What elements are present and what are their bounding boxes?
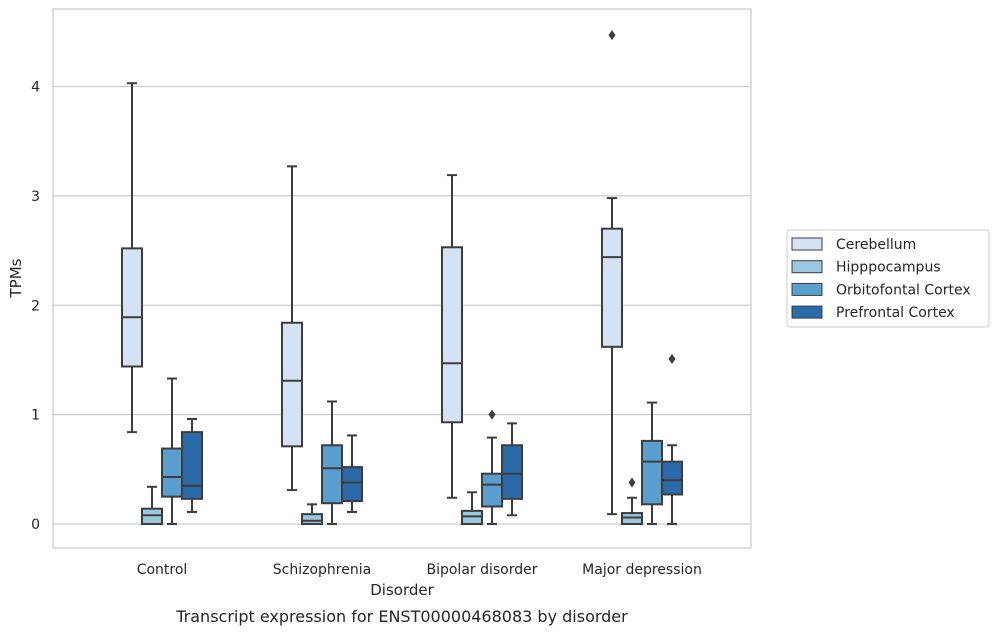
- box-hipppocampus: [621, 477, 643, 525]
- legend-swatch: [791, 237, 823, 251]
- box-iqr: [121, 247, 143, 368]
- x-tick-labels: Control Schizophrenia Bipolar disorder Majo…: [137, 562, 702, 578]
- x-axis-label: Disorder: [370, 581, 434, 599]
- x-tick-label: Control: [137, 562, 188, 578]
- chart-title: Transcript expression for ENST0000046808…: [175, 607, 628, 626]
- legend-label: Hipppocampus: [836, 260, 941, 276]
- boxes: [121, 30, 683, 525]
- y-tick-label: 3: [31, 189, 40, 205]
- box-iqr: [321, 444, 343, 505]
- box-iqr: [641, 439, 663, 506]
- box-iqr: [501, 444, 523, 500]
- y-tick-label: 1: [31, 408, 40, 424]
- x-tick-label: Major depression: [582, 562, 702, 578]
- legend-swatch: [791, 260, 823, 274]
- box-iqr: [181, 431, 203, 500]
- legend-label: Cerebellum: [836, 237, 916, 253]
- legend-frame: [786, 229, 990, 328]
- box-iqr: [301, 513, 323, 525]
- y-axis-label: TPMs: [7, 258, 25, 298]
- box-cerebellum: [281, 165, 303, 492]
- box-orbitofontal-cortex: [321, 400, 343, 525]
- box-iqr: [601, 227, 623, 348]
- legend: Cerebellum Hipppocampus Orbitofontal Corte…: [786, 229, 990, 328]
- box-hipppocampus: [461, 491, 483, 525]
- legend-items: Cerebellum Hipppocampus Orbitofontal Corte…: [791, 237, 971, 321]
- y-tick-label: 4: [31, 80, 40, 96]
- box-iqr: [341, 466, 363, 503]
- legend-label: Prefrontal Cortex: [836, 305, 955, 321]
- box-orbitofontal-cortex: [641, 401, 663, 525]
- box-orbitofontal-cortex: [161, 377, 183, 525]
- box-iqr: [621, 512, 643, 525]
- box-iqr: [441, 246, 463, 424]
- box-iqr: [661, 460, 683, 496]
- box-iqr: [161, 447, 183, 498]
- box-cerebellum: [601, 30, 623, 516]
- y-tick-label: 2: [31, 298, 40, 314]
- y-tick-labels: 0 1 2 3 4: [31, 80, 40, 534]
- box-iqr: [141, 507, 163, 525]
- box-cerebellum: [121, 82, 143, 434]
- box-iqr: [481, 472, 503, 508]
- outlier-point: [628, 477, 636, 488]
- box-hipppocampus: [141, 485, 163, 525]
- box-prefrontal-cortex: [341, 434, 363, 513]
- box-iqr: [461, 509, 483, 525]
- outlier-point: [668, 353, 676, 364]
- legend-swatch: [791, 305, 823, 319]
- x-tick-label: Bipolar disorder: [426, 562, 537, 578]
- outlier-point: [488, 409, 496, 420]
- box-prefrontal-cortex: [661, 353, 683, 525]
- box-iqr: [281, 321, 303, 448]
- outlier-point: [608, 30, 616, 41]
- box-cerebellum: [441, 174, 463, 499]
- box-hipppocampus: [301, 503, 323, 525]
- legend-label: Orbitofontal Cortex: [836, 282, 971, 298]
- legend-swatch: [791, 282, 823, 296]
- plot-frame: [52, 8, 752, 549]
- box-prefrontal-cortex: [501, 422, 523, 517]
- y-tick-label: 0: [31, 517, 40, 533]
- box-prefrontal-cortex: [181, 418, 203, 513]
- x-tick-label: Schizophrenia: [273, 562, 371, 578]
- box-orbitofontal-cortex: [481, 409, 503, 525]
